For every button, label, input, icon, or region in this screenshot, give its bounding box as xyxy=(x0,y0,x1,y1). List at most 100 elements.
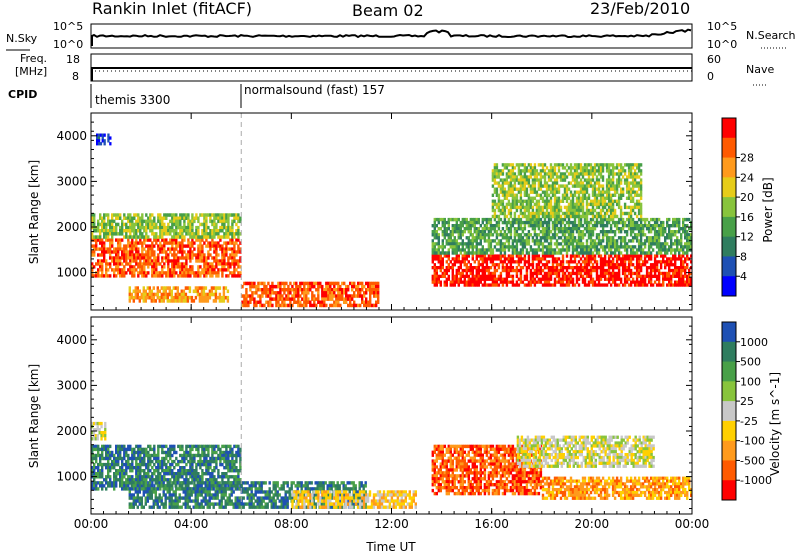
power-cell xyxy=(233,213,236,217)
power-cell xyxy=(561,227,565,231)
power-cell xyxy=(541,211,545,216)
power-cell xyxy=(678,230,681,234)
power-cell xyxy=(635,254,639,258)
power-cell xyxy=(182,289,186,294)
power-cell xyxy=(647,227,651,231)
power-cell xyxy=(581,175,585,179)
power-cell xyxy=(217,229,220,233)
power-cell xyxy=(617,172,621,176)
power-cell xyxy=(471,280,474,284)
station-title: Rankin Inlet (fitACF) xyxy=(92,0,252,18)
power-cell xyxy=(501,245,505,249)
power-cell xyxy=(165,225,168,230)
power-cell xyxy=(601,239,605,243)
power-cell xyxy=(597,187,601,191)
power-cell xyxy=(361,297,364,301)
power-cell xyxy=(627,220,631,225)
power-cell xyxy=(629,193,633,197)
power-cell xyxy=(627,214,631,219)
power-cell xyxy=(211,271,214,275)
power-cell xyxy=(463,280,466,284)
power-cell xyxy=(481,230,484,234)
power-cell xyxy=(633,211,637,216)
power-cell xyxy=(233,265,236,269)
power-cell xyxy=(203,213,206,217)
power-cell xyxy=(481,217,484,222)
power-cell xyxy=(509,268,513,273)
power-cell xyxy=(595,271,599,276)
power-cell xyxy=(279,303,282,308)
power-cell xyxy=(619,277,623,281)
power-cell xyxy=(101,247,104,251)
power-cell xyxy=(199,238,202,242)
power-cell xyxy=(223,259,226,263)
power-cell xyxy=(477,233,480,237)
power-cell xyxy=(509,266,513,270)
power-cell xyxy=(507,274,511,278)
power-cell xyxy=(527,163,531,167)
power-cell xyxy=(439,245,442,249)
power-cell xyxy=(505,172,509,176)
power-cell xyxy=(501,233,505,237)
power-cell xyxy=(489,254,493,258)
power-cell xyxy=(503,181,507,185)
power-cell xyxy=(461,254,464,258)
power-cell xyxy=(565,254,569,258)
power-cell xyxy=(315,281,318,286)
power-cell xyxy=(545,224,549,228)
power-cell xyxy=(223,253,226,257)
power-cell xyxy=(607,263,611,267)
power-cell xyxy=(195,216,198,220)
power-cell xyxy=(521,163,525,167)
power-cell xyxy=(361,281,364,286)
power-cell xyxy=(177,216,180,220)
power-cell xyxy=(243,297,246,301)
power-cell xyxy=(527,257,531,261)
power-cell xyxy=(143,271,146,275)
power-cell xyxy=(619,187,623,191)
power-cell xyxy=(459,277,462,281)
power-cell xyxy=(587,163,591,167)
power-cell xyxy=(159,216,162,220)
power-cell xyxy=(161,259,164,263)
power-cell xyxy=(581,172,585,176)
power-cell xyxy=(529,190,533,194)
power-cell xyxy=(585,274,589,278)
power-cell xyxy=(493,202,497,207)
power-cell xyxy=(553,271,557,276)
power-cell xyxy=(565,268,569,273)
power-cell xyxy=(579,208,583,213)
power-cell xyxy=(213,232,216,236)
power-cell xyxy=(555,178,559,182)
power-cell xyxy=(93,219,96,224)
power-cell xyxy=(447,277,450,281)
power-cell xyxy=(133,268,136,272)
power-cell xyxy=(565,199,569,203)
power-cell xyxy=(639,251,643,255)
power-cell xyxy=(589,233,593,237)
power-cell xyxy=(619,163,623,167)
power-cell xyxy=(525,178,529,182)
power-cell xyxy=(545,271,549,276)
power-cell xyxy=(605,245,609,249)
power-cell xyxy=(145,229,148,233)
power-cell xyxy=(631,172,635,176)
power-cell xyxy=(145,262,148,266)
power-cell xyxy=(653,239,657,243)
power-cell xyxy=(305,291,308,295)
power-cell xyxy=(257,294,260,298)
power-cell xyxy=(579,166,583,170)
power-cell xyxy=(561,263,565,267)
power-cell xyxy=(507,184,511,188)
power-cell xyxy=(649,283,653,287)
power-cell xyxy=(509,175,513,179)
power-cell xyxy=(575,166,579,170)
power-cell xyxy=(183,229,186,233)
power-cell xyxy=(629,214,633,219)
power-cell xyxy=(457,230,460,234)
power-cell xyxy=(176,295,179,300)
power-cell xyxy=(237,265,240,269)
power-cell xyxy=(491,178,495,182)
power-cell xyxy=(583,266,587,270)
power-cell xyxy=(521,211,525,216)
